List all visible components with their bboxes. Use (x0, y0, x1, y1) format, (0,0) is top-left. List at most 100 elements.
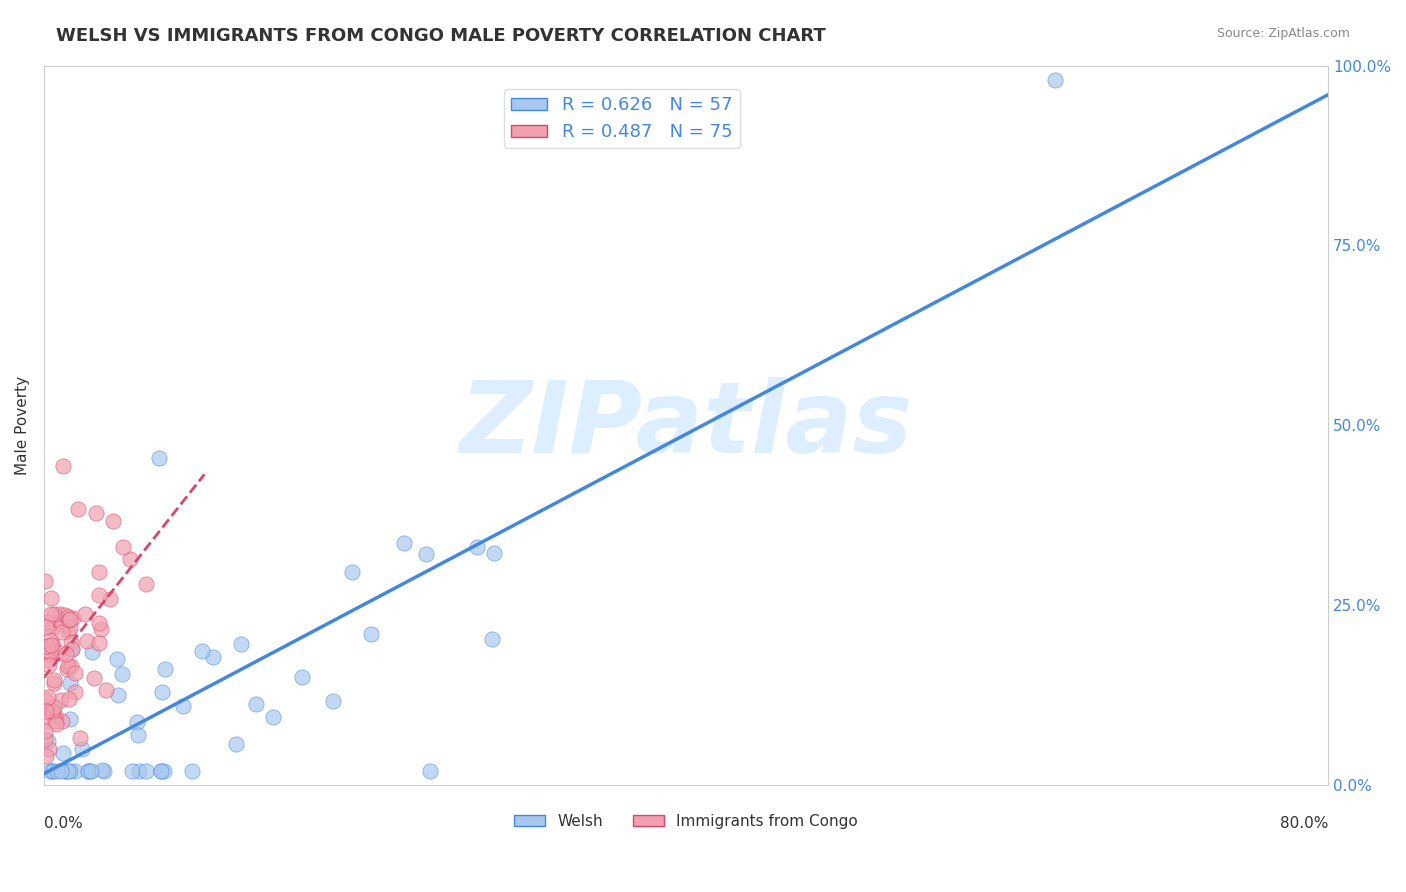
Immigrants from Congo (35, 749, 58, 764)
Welsh (481, 632, 503, 646)
Immigrants from Congo (37, 690, 59, 704)
Immigrants from Congo (39, 647, 62, 661)
Immigrants from Congo (39, 607, 62, 621)
Immigrants from Congo (49, 614, 72, 628)
Welsh (49, 764, 72, 778)
Welsh (105, 651, 128, 665)
Legend: Welsh, Immigrants from Congo: Welsh, Immigrants from Congo (508, 808, 863, 835)
Welsh (340, 566, 363, 580)
Immigrants from Congo (67, 502, 90, 516)
Welsh (55, 764, 77, 778)
Immigrants from Congo (34, 714, 56, 728)
Immigrants from Congo (42, 607, 65, 621)
Immigrants from Congo (55, 662, 77, 676)
Immigrants from Congo (135, 576, 157, 591)
Welsh (79, 764, 101, 778)
Welsh (155, 662, 177, 676)
Immigrants from Congo (65, 684, 87, 698)
Welsh (1045, 73, 1067, 87)
Welsh (72, 742, 94, 756)
Immigrants from Congo (51, 624, 73, 639)
Welsh (35, 702, 58, 716)
Immigrants from Congo (34, 723, 56, 738)
Immigrants from Congo (42, 638, 65, 652)
Welsh (128, 764, 150, 778)
Welsh (121, 764, 143, 778)
Immigrants from Congo (42, 675, 65, 690)
Immigrants from Congo (59, 659, 82, 673)
Welsh (419, 764, 441, 778)
Text: 80.0%: 80.0% (1279, 816, 1329, 831)
Immigrants from Congo (39, 705, 62, 719)
Immigrants from Congo (49, 692, 72, 706)
Immigrants from Congo (39, 632, 62, 647)
Welsh (46, 764, 69, 778)
Immigrants from Congo (42, 700, 65, 714)
Immigrants from Congo (60, 634, 83, 648)
Immigrants from Congo (41, 622, 63, 636)
Welsh (91, 763, 114, 777)
Immigrants from Congo (51, 617, 73, 632)
Immigrants from Congo (35, 620, 58, 634)
Welsh (181, 764, 204, 778)
Immigrants from Congo (69, 731, 91, 745)
Welsh (107, 688, 129, 702)
Immigrants from Congo (34, 732, 56, 747)
Welsh (56, 764, 79, 778)
Immigrants from Congo (37, 639, 59, 653)
Immigrants from Congo (34, 574, 56, 588)
Welsh (59, 675, 82, 690)
Welsh (149, 764, 172, 778)
Immigrants from Congo (76, 634, 98, 648)
Welsh (150, 685, 173, 699)
Welsh (63, 764, 86, 778)
Immigrants from Congo (56, 624, 79, 638)
Welsh (77, 764, 100, 778)
Immigrants from Congo (41, 641, 63, 656)
Immigrants from Congo (44, 709, 66, 723)
Immigrants from Congo (63, 666, 86, 681)
Welsh (41, 764, 63, 778)
Immigrants from Congo (45, 717, 67, 731)
Welsh (148, 451, 170, 466)
Welsh (93, 764, 115, 778)
Immigrants from Congo (41, 704, 63, 718)
Welsh (360, 626, 382, 640)
Welsh (37, 734, 59, 748)
Welsh (41, 764, 63, 778)
Immigrants from Congo (35, 704, 58, 718)
Immigrants from Congo (44, 714, 66, 728)
Welsh (191, 644, 214, 658)
Welsh (55, 764, 77, 778)
Immigrants from Congo (39, 591, 62, 605)
Immigrants from Congo (49, 607, 72, 621)
Immigrants from Congo (98, 591, 121, 606)
Y-axis label: Male Poverty: Male Poverty (15, 376, 30, 475)
Welsh (150, 764, 173, 778)
Immigrants from Congo (59, 612, 82, 626)
Immigrants from Congo (55, 647, 77, 661)
Immigrants from Congo (35, 644, 58, 658)
Welsh (127, 728, 149, 742)
Immigrants from Congo (37, 653, 59, 667)
Immigrants from Congo (87, 588, 110, 602)
Text: ZIPatlas: ZIPatlas (460, 376, 912, 474)
Welsh (59, 764, 82, 778)
Welsh (153, 764, 176, 778)
Immigrants from Congo (58, 613, 80, 627)
Immigrants from Congo (83, 671, 105, 685)
Immigrants from Congo (86, 506, 108, 520)
Immigrants from Congo (51, 714, 73, 728)
Welsh (62, 641, 84, 656)
Immigrants from Congo (73, 607, 96, 621)
Immigrants from Congo (39, 638, 62, 652)
Welsh (125, 714, 148, 729)
Welsh (111, 667, 134, 681)
Text: Source: ZipAtlas.com: Source: ZipAtlas.com (1216, 27, 1350, 40)
Welsh (52, 746, 75, 760)
Immigrants from Congo (44, 673, 66, 687)
Immigrants from Congo (52, 458, 75, 473)
Immigrants from Congo (55, 607, 77, 622)
Immigrants from Congo (111, 540, 134, 554)
Immigrants from Congo (38, 741, 60, 756)
